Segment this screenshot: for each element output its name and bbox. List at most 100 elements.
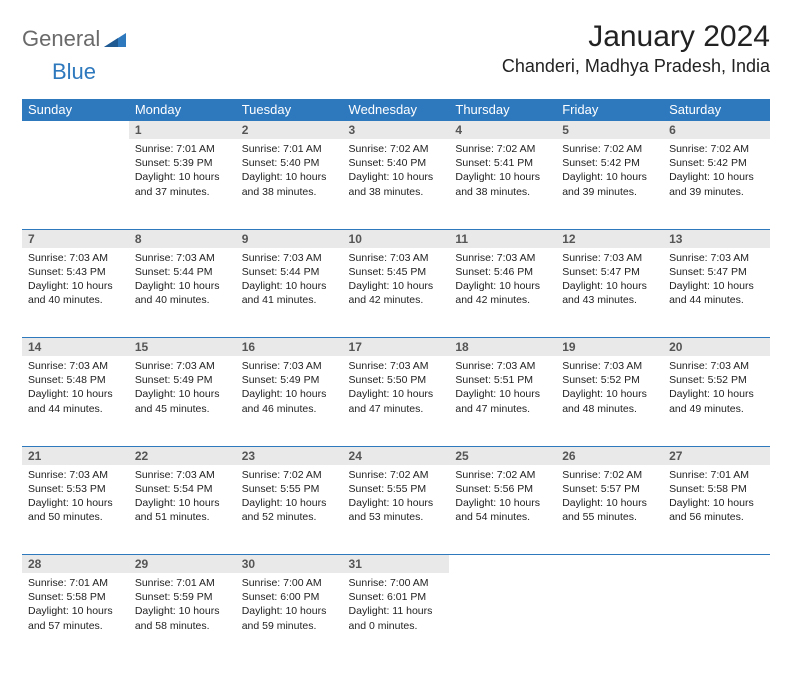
logo-triangle-icon (104, 29, 126, 52)
day-cell: Sunrise: 7:01 AMSunset: 5:39 PMDaylight:… (129, 139, 236, 229)
day-cell: Sunrise: 7:03 AMSunset: 5:43 PMDaylight:… (22, 248, 129, 338)
day-cell: Sunrise: 7:03 AMSunset: 5:44 PMDaylight:… (236, 248, 343, 338)
sunset-text: Sunset: 5:49 PM (242, 373, 337, 387)
day-cell: Sunrise: 7:02 AMSunset: 5:40 PMDaylight:… (343, 139, 450, 229)
day-cell: Sunrise: 7:03 AMSunset: 5:45 PMDaylight:… (343, 248, 450, 338)
day-number: 15 (129, 338, 236, 357)
day-number: 13 (663, 229, 770, 248)
sunset-text: Sunset: 5:45 PM (349, 265, 444, 279)
sunrise-text: Sunrise: 7:02 AM (455, 468, 550, 482)
sunrise-text: Sunrise: 7:03 AM (669, 359, 764, 373)
sunrise-text: Sunrise: 7:01 AM (135, 142, 230, 156)
day-number: 18 (449, 338, 556, 357)
sunset-text: Sunset: 6:00 PM (242, 590, 337, 604)
sunset-text: Sunset: 5:42 PM (669, 156, 764, 170)
day-number: 9 (236, 229, 343, 248)
day-number: 2 (236, 121, 343, 140)
daynum-row: 78910111213 (22, 229, 770, 248)
day-cell (556, 573, 663, 663)
sunset-text: Sunset: 5:55 PM (242, 482, 337, 496)
daylight-text: Daylight: 10 hours and 54 minutes. (455, 496, 550, 524)
sunrise-text: Sunrise: 7:03 AM (455, 251, 550, 265)
sunrise-text: Sunrise: 7:02 AM (669, 142, 764, 156)
sunrise-text: Sunrise: 7:03 AM (242, 251, 337, 265)
sunrise-text: Sunrise: 7:03 AM (349, 359, 444, 373)
weekday-fri: Friday (556, 99, 663, 121)
sunrise-text: Sunrise: 7:02 AM (349, 468, 444, 482)
day-cell: Sunrise: 7:03 AMSunset: 5:47 PMDaylight:… (556, 248, 663, 338)
daylight-text: Daylight: 10 hours and 47 minutes. (349, 387, 444, 415)
day-cell: Sunrise: 7:03 AMSunset: 5:50 PMDaylight:… (343, 356, 450, 446)
daylight-text: Daylight: 10 hours and 39 minutes. (669, 170, 764, 198)
day-number: 27 (663, 446, 770, 465)
sunset-text: Sunset: 5:58 PM (28, 590, 123, 604)
sunset-text: Sunset: 5:40 PM (349, 156, 444, 170)
logo-text-blue: Blue (52, 59, 96, 85)
daylight-text: Daylight: 10 hours and 45 minutes. (135, 387, 230, 415)
sunset-text: Sunset: 5:40 PM (242, 156, 337, 170)
day-number: 10 (343, 229, 450, 248)
sunrise-text: Sunrise: 7:02 AM (455, 142, 550, 156)
weekday-wed: Wednesday (343, 99, 450, 121)
day-cell: Sunrise: 7:03 AMSunset: 5:49 PMDaylight:… (129, 356, 236, 446)
day-cell (663, 573, 770, 663)
sunset-text: Sunset: 5:42 PM (562, 156, 657, 170)
sunrise-text: Sunrise: 7:03 AM (135, 468, 230, 482)
weekday-sat: Saturday (663, 99, 770, 121)
sunrise-text: Sunrise: 7:02 AM (242, 468, 337, 482)
location: Chanderi, Madhya Pradesh, India (502, 56, 770, 77)
sunrise-text: Sunrise: 7:01 AM (669, 468, 764, 482)
day-number: 14 (22, 338, 129, 357)
sunset-text: Sunset: 5:59 PM (135, 590, 230, 604)
sunset-text: Sunset: 5:54 PM (135, 482, 230, 496)
daylight-text: Daylight: 10 hours and 47 minutes. (455, 387, 550, 415)
day-cell: Sunrise: 7:01 AMSunset: 5:40 PMDaylight:… (236, 139, 343, 229)
weekday-header-row: Sunday Monday Tuesday Wednesday Thursday… (22, 99, 770, 121)
sunrise-text: Sunrise: 7:03 AM (669, 251, 764, 265)
sunset-text: Sunset: 5:41 PM (455, 156, 550, 170)
day-cell: Sunrise: 7:02 AMSunset: 5:42 PMDaylight:… (556, 139, 663, 229)
sunset-text: Sunset: 5:47 PM (562, 265, 657, 279)
day-cell: Sunrise: 7:00 AMSunset: 6:01 PMDaylight:… (343, 573, 450, 663)
day-number: 25 (449, 446, 556, 465)
daylight-text: Daylight: 10 hours and 49 minutes. (669, 387, 764, 415)
day-cell: Sunrise: 7:03 AMSunset: 5:54 PMDaylight:… (129, 465, 236, 555)
sunset-text: Sunset: 6:01 PM (349, 590, 444, 604)
day-number: 4 (449, 121, 556, 140)
day-cell: Sunrise: 7:02 AMSunset: 5:55 PMDaylight:… (343, 465, 450, 555)
day-number: 8 (129, 229, 236, 248)
logo: General (22, 20, 128, 52)
day-number: 24 (343, 446, 450, 465)
day-cell: Sunrise: 7:03 AMSunset: 5:51 PMDaylight:… (449, 356, 556, 446)
sunrise-text: Sunrise: 7:02 AM (562, 142, 657, 156)
day-cell: Sunrise: 7:03 AMSunset: 5:52 PMDaylight:… (663, 356, 770, 446)
day-cell: Sunrise: 7:01 AMSunset: 5:59 PMDaylight:… (129, 573, 236, 663)
day-number: 30 (236, 555, 343, 574)
daynum-row: 123456 (22, 121, 770, 140)
day-number: 21 (22, 446, 129, 465)
month-title: January 2024 (502, 20, 770, 54)
day-number: 19 (556, 338, 663, 357)
day-number: 28 (22, 555, 129, 574)
sunrise-text: Sunrise: 7:02 AM (562, 468, 657, 482)
daylight-text: Daylight: 10 hours and 42 minutes. (349, 279, 444, 307)
sunset-text: Sunset: 5:52 PM (562, 373, 657, 387)
sunrise-text: Sunrise: 7:03 AM (135, 359, 230, 373)
sunrise-text: Sunrise: 7:03 AM (28, 468, 123, 482)
calendar-table: Sunday Monday Tuesday Wednesday Thursday… (22, 99, 770, 663)
day-cell: Sunrise: 7:03 AMSunset: 5:44 PMDaylight:… (129, 248, 236, 338)
daylight-text: Daylight: 10 hours and 51 minutes. (135, 496, 230, 524)
sunset-text: Sunset: 5:52 PM (669, 373, 764, 387)
daylight-text: Daylight: 10 hours and 53 minutes. (349, 496, 444, 524)
day-number: 5 (556, 121, 663, 140)
daylight-text: Daylight: 10 hours and 56 minutes. (669, 496, 764, 524)
day-cell: Sunrise: 7:03 AMSunset: 5:48 PMDaylight:… (22, 356, 129, 446)
daylight-text: Daylight: 10 hours and 44 minutes. (669, 279, 764, 307)
day-number (22, 121, 129, 140)
daylight-text: Daylight: 10 hours and 43 minutes. (562, 279, 657, 307)
sunset-text: Sunset: 5:44 PM (135, 265, 230, 279)
day-content-row: Sunrise: 7:03 AMSunset: 5:53 PMDaylight:… (22, 465, 770, 555)
sunset-text: Sunset: 5:55 PM (349, 482, 444, 496)
day-cell (449, 573, 556, 663)
day-number: 17 (343, 338, 450, 357)
